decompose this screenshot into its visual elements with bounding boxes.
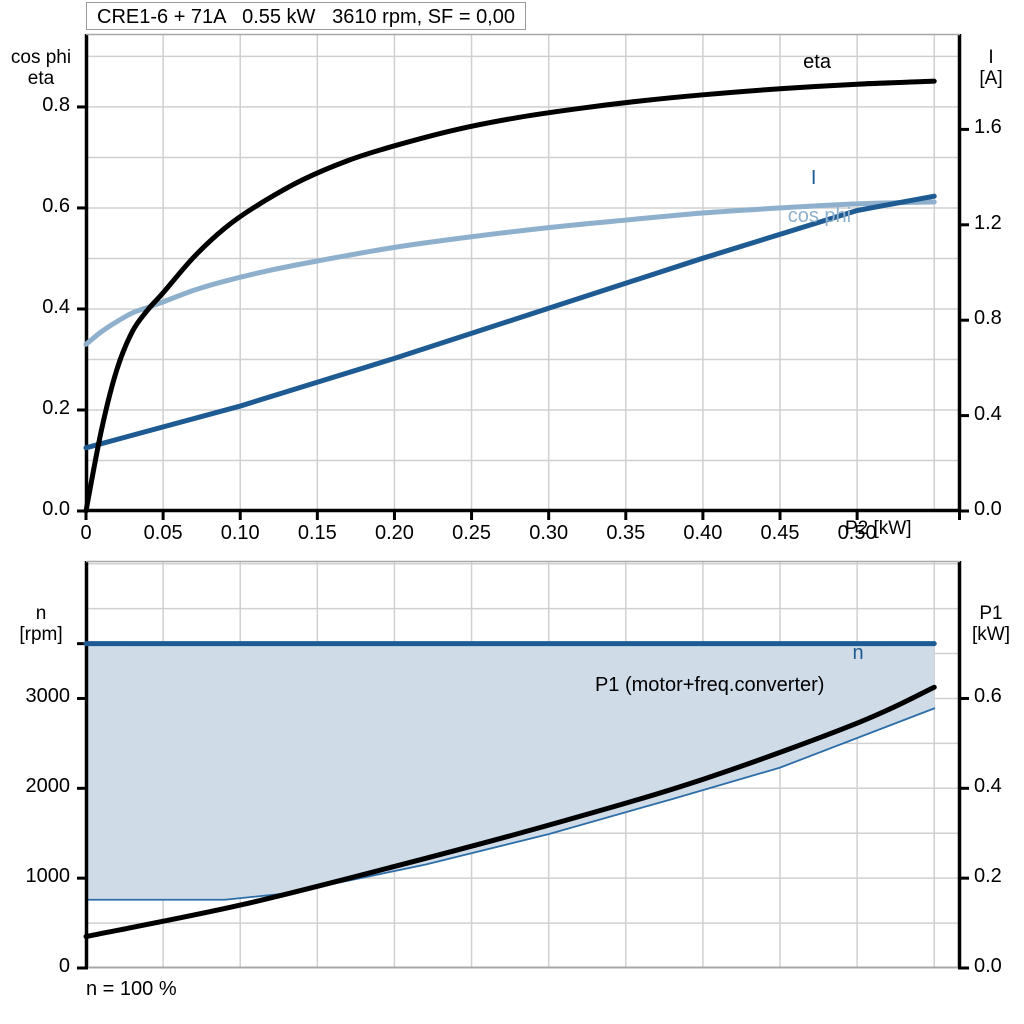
band-lower-edge (85, 707, 936, 901)
tick-label: 1.2 (974, 211, 1002, 234)
bottom-plot-area (77, 560, 969, 970)
tick-label: 0.8 (42, 93, 70, 116)
tick-label: 0.0 (42, 498, 70, 520)
tick-label: 0.40 (683, 522, 723, 544)
tick-label: 0.30 (529, 522, 569, 544)
power-curve-label: P1 (motor+freq.converter) (594, 673, 825, 696)
tick-label: 0.4 (974, 402, 1002, 425)
tick-label: 0.05 (143, 522, 183, 544)
tick-label: 0.4 (974, 775, 1002, 798)
current-curve (83, 193, 937, 451)
footer-note: n = 100 % (86, 978, 177, 1000)
p1-curve (83, 684, 937, 940)
tick-label: 0.45 (760, 522, 800, 544)
tick-label: 0.50 (837, 522, 877, 544)
eta-curve (83, 78, 937, 514)
tick-label: 0.0 (974, 498, 1002, 520)
tick-label: 0.15 (297, 522, 337, 544)
tick-label: 0.25 (452, 522, 492, 544)
tick-label: 3000 (25, 685, 71, 708)
eta-curve-label: eta (803, 51, 831, 73)
tick-label: 0.0 (974, 955, 1002, 977)
bottom-right-axis-title: P1 [kW] (972, 602, 1010, 645)
tick-label: 0 (80, 522, 92, 544)
tick-label: 0.8 (974, 307, 1002, 330)
tick-label: 0.2 (974, 865, 1002, 888)
speed-curve-label: n (852, 642, 864, 665)
operating-range-band (86, 643, 935, 900)
tick-label: 1000 (25, 865, 71, 888)
tick-label: 0 (58, 955, 70, 977)
top-right-axis-title: I [A] (979, 46, 1003, 89)
current-curve-label: I (810, 167, 817, 190)
bottom-left-axis-title: n [rpm] (19, 602, 63, 645)
top-plot-area (77, 33, 969, 520)
tick-label: 0.20 (374, 522, 414, 544)
top-gridlines (86, 34, 960, 511)
chart-title: CRE1-6 + 71A 0.55 kW 3610 rpm, SF = 0,00 (86, 2, 526, 30)
tick-label: 0.6 (42, 194, 70, 217)
cosphi-curve (83, 199, 937, 347)
top-left-axis-title: cos phi eta (10, 46, 72, 89)
tick-label: 0.2 (42, 396, 70, 419)
x-axis-title: P2 [kW] (845, 518, 912, 539)
cosphi-curve-label: cos phi (787, 205, 852, 228)
tick-label: 2000 (25, 775, 71, 798)
tick-label: 0.10 (220, 522, 260, 544)
tick-label: 0.35 (606, 522, 646, 544)
tick-label: 0.4 (42, 295, 70, 318)
tick-label: 0.6 (974, 685, 1002, 708)
tick-label: 1.6 (974, 116, 1002, 139)
